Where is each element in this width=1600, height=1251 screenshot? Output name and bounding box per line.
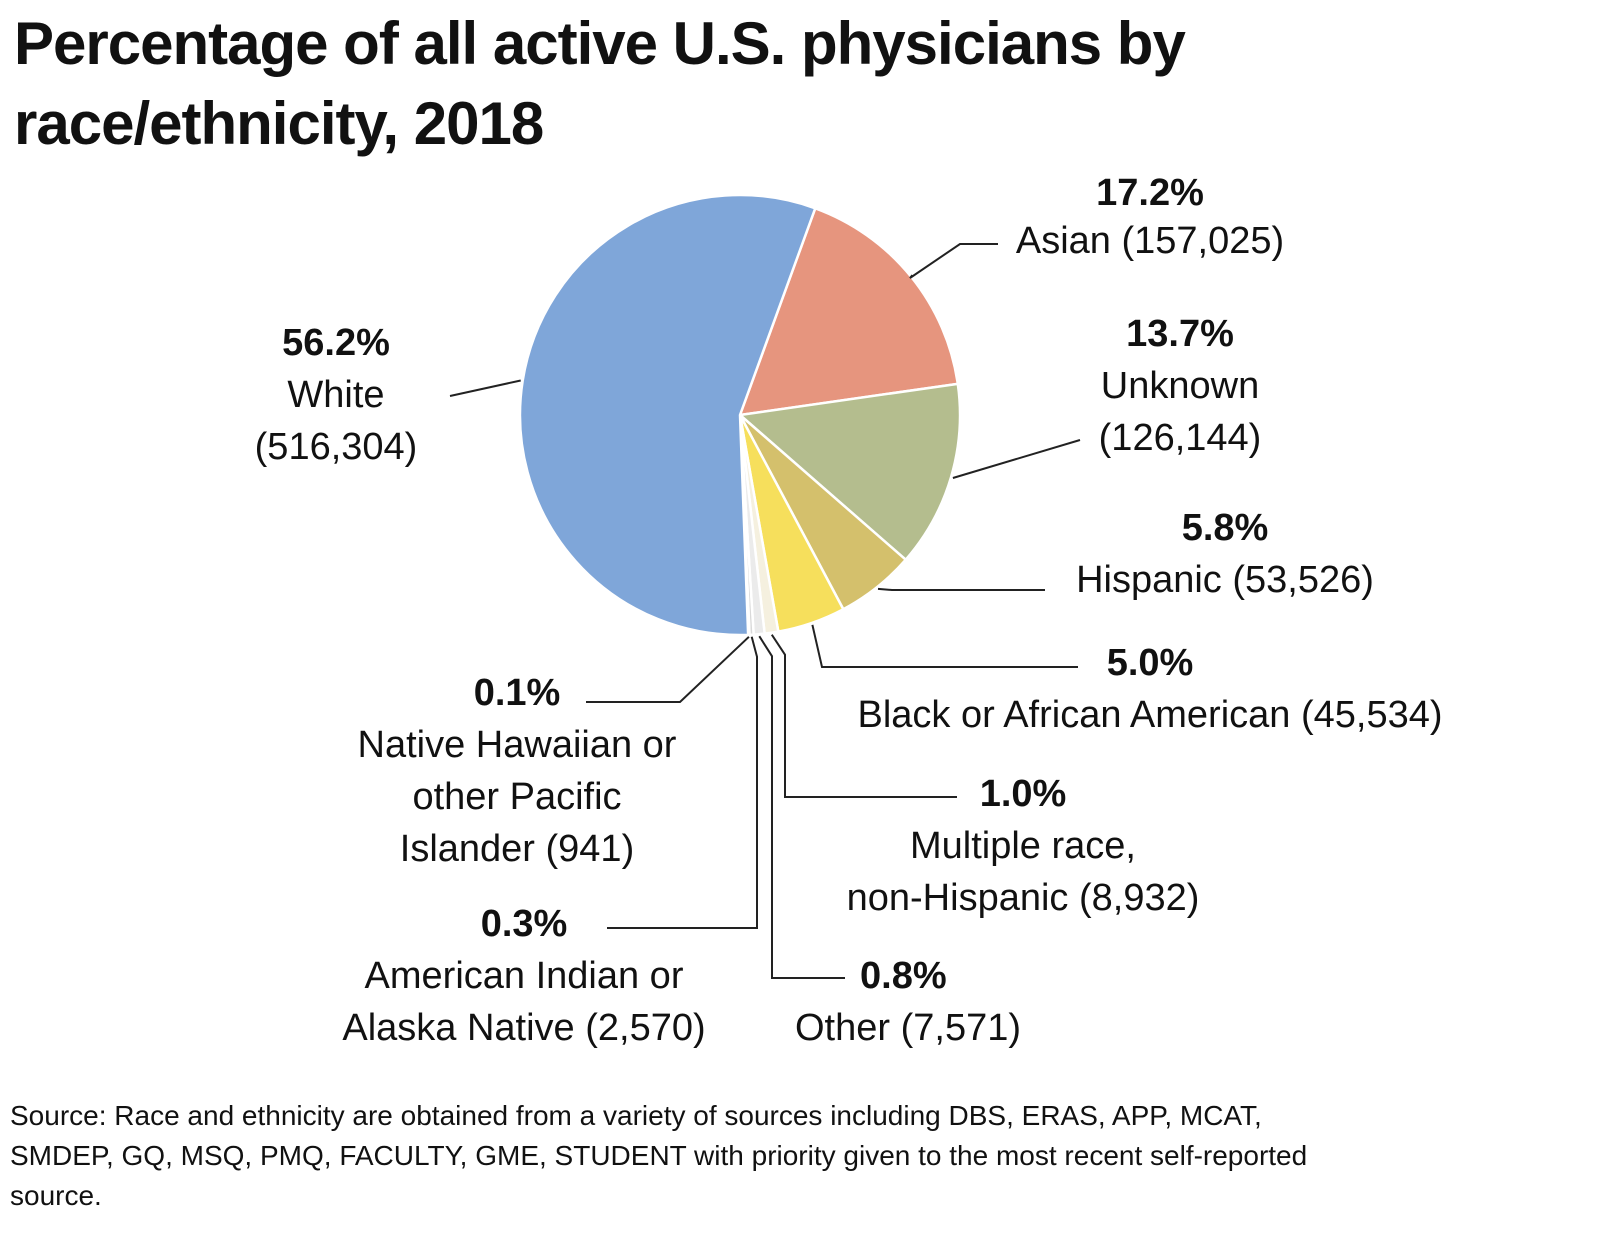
- category-label-american-indian-or-alaska-native: American Indian or: [365, 955, 684, 997]
- category-label-other: Other (7,571): [795, 1007, 1021, 1049]
- percent-label-multiple-race-non-hispanic: 1.0%: [980, 773, 1067, 815]
- percent-label-black-or-african-american: 5.0%: [1107, 642, 1194, 684]
- category-label-native-hawaiian-or-other-pacific-islander: Islander (941): [400, 828, 634, 870]
- percent-label-unknown: 13.7%: [1126, 313, 1234, 355]
- pie-slice-unknown: [738, 382, 962, 561]
- category-label-american-indian-or-alaska-native: Alaska Native (2,570): [342, 1007, 705, 1049]
- category-label-asian: Asian (157,025): [1016, 220, 1284, 262]
- percent-label-white: 56.2%: [282, 322, 390, 364]
- category-label-multiple-race-non-hispanic: non-Hispanic (8,932): [847, 877, 1200, 919]
- percent-label-american-indian-or-alaska-native: 0.3%: [481, 903, 568, 945]
- leader-line-black-or-african-american: [811, 624, 1078, 668]
- leader-line-unknown: [952, 439, 1081, 479]
- leader-line-american-indian-or-alaska-native: [607, 636, 758, 929]
- category-label-multiple-race-non-hispanic: Multiple race,: [910, 825, 1136, 867]
- percent-label-hispanic: 5.8%: [1182, 507, 1269, 549]
- leader-line-multiple-race-non-hispanic: [770, 634, 957, 798]
- category-label-white: (516,304): [255, 426, 418, 468]
- leader-line-native-hawaiian-or-other-pacific-islander: [586, 636, 750, 703]
- category-label-white: White: [287, 374, 384, 416]
- leader-line-other: [758, 635, 845, 979]
- leader-line-hispanic: [877, 587, 1045, 591]
- percent-label-native-hawaiian-or-other-pacific-islander: 0.1%: [474, 672, 561, 714]
- chart-title: Percentage of all active U.S. physicians…: [14, 10, 1186, 157]
- category-label-unknown: (126,144): [1099, 417, 1262, 459]
- pie-slice-white: [518, 193, 817, 637]
- percent-label-other: 0.8%: [860, 955, 947, 997]
- pie-chart: 17.2% Asian (157,025) 13.7% Unknown (126,144…: [255, 172, 1443, 1049]
- leader-line-white: [449, 379, 521, 397]
- source-note: Source: Race and ethnicity are obtained …: [10, 1100, 1308, 1211]
- category-label-native-hawaiian-or-other-pacific-islander: other Pacific: [412, 776, 621, 818]
- category-label-unknown: Unknown: [1101, 365, 1259, 407]
- category-label-hispanic: Hispanic (53,526): [1076, 559, 1374, 601]
- percent-label-asian: 17.2%: [1096, 172, 1204, 214]
- category-label-native-hawaiian-or-other-pacific-islander: Native Hawaiian or: [358, 724, 677, 766]
- leader-line-asian: [909, 243, 998, 279]
- category-label-black-or-african-american: Black or African American (45,534): [857, 694, 1442, 736]
